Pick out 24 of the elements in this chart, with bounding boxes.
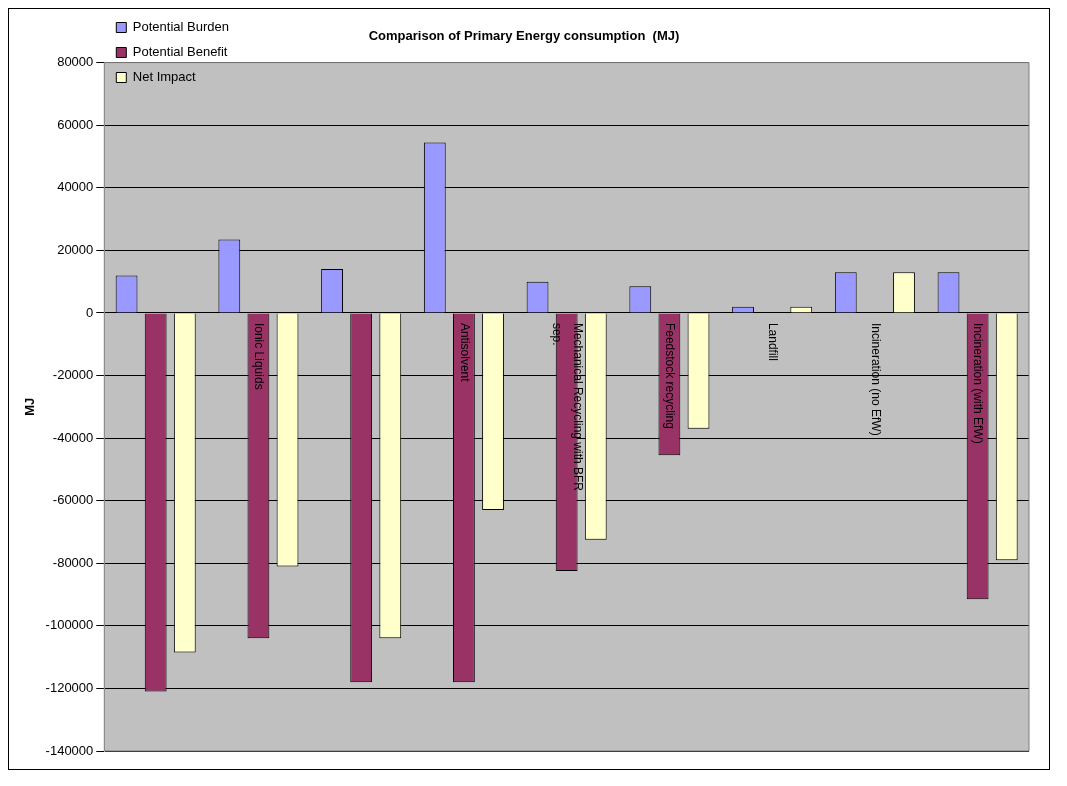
y-tick-label: -120000 — [45, 680, 94, 695]
x-tick-label: Incineration (with EfW) — [971, 322, 986, 444]
legend-label: Potential Benefit — [132, 44, 228, 60]
y-tick-label: -100000 — [45, 617, 94, 633]
x-tick-label: Feedstock recycling — [663, 322, 678, 429]
chart-title: Comparison of Primary Energy consumption (MJ) — [368, 28, 680, 44]
y-tick-label: -20000 — [52, 367, 94, 383]
x-tick-label: Incineration (no EfW) — [868, 322, 883, 436]
y-tick-label: 80000 — [57, 54, 94, 70]
x-tick-label: Antisolvent — [457, 322, 472, 383]
y-tick-label: 40000 — [57, 179, 94, 195]
x-tick-label: Landfill — [765, 322, 780, 361]
legend-label: Potential Burden — [132, 19, 229, 35]
y-tick-label: -40000 — [52, 429, 94, 445]
legend-label: Net Impact — [132, 69, 197, 85]
x-tick-label: Mechanical Recycling with BFR sep. — [550, 322, 585, 492]
y-tick-label: -140000 — [45, 742, 94, 758]
y-tick-label: -60000 — [52, 492, 94, 508]
x-tick-label: Ionic Liquids — [252, 322, 267, 390]
y-tick-label: 20000 — [57, 241, 94, 257]
y-tick-label: 60000 — [57, 116, 94, 132]
y-tick-label: 0 — [86, 304, 94, 320]
y-tick-label: -80000 — [52, 554, 94, 570]
y-axis-title: MJ — [22, 397, 38, 416]
